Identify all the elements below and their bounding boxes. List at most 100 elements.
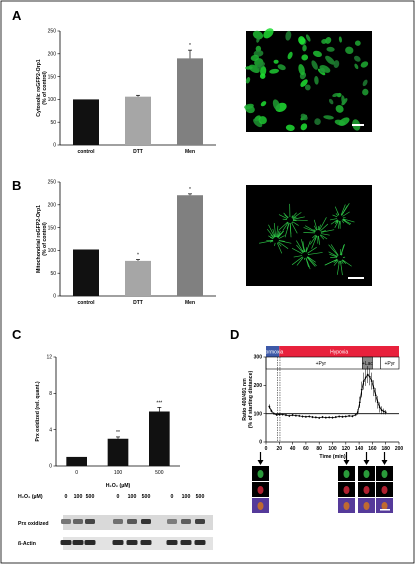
actin-band (166, 540, 178, 545)
mito-network (338, 260, 340, 264)
y-tick-label: 8 (49, 391, 52, 397)
x-tick-label: DTT (133, 149, 143, 155)
x-tick-label: 160 (368, 446, 377, 452)
y-tick-label: 250 (48, 180, 57, 186)
x-tick-label: 20 (277, 446, 283, 452)
mito-network (342, 218, 355, 223)
mito-network (276, 242, 283, 254)
y-tick-label: 250 (48, 29, 57, 35)
mito-network (340, 244, 345, 256)
concentration-label: 500 (196, 494, 205, 500)
cell-blob (354, 55, 361, 62)
data-point (374, 394, 377, 397)
cell-blob (341, 95, 346, 106)
cell-blob (333, 60, 340, 68)
y-axis-label: Cytosolic roGFP2-Orp1(% of control) (36, 59, 48, 116)
data-point (341, 415, 344, 418)
mito-network (278, 214, 288, 219)
scale-bar-d (380, 509, 390, 511)
normoxia-label: Normoxia (262, 350, 284, 356)
cell-blob (300, 113, 308, 121)
x-tick-label: 100 (114, 470, 123, 476)
mito-network (269, 240, 274, 243)
actin-band (140, 540, 152, 545)
mito-network (292, 221, 299, 226)
cell-blob (285, 30, 292, 41)
significance-marker: * (137, 253, 139, 259)
data-point (354, 413, 357, 416)
prx-band (73, 519, 83, 524)
mito-network (282, 218, 288, 220)
prx-band (61, 519, 71, 524)
mito-network (319, 223, 329, 232)
data-point (268, 405, 271, 408)
data-point (298, 415, 301, 417)
cell-blob (338, 36, 342, 43)
cell-blob (360, 61, 369, 68)
cell-blob (258, 116, 267, 125)
mito-network (332, 214, 338, 218)
mito-network (305, 257, 309, 268)
cell-blob (305, 34, 311, 42)
data-point (362, 380, 365, 382)
mito-network (319, 234, 325, 240)
prx-band (85, 519, 95, 524)
panel-label-b: B (12, 178, 21, 193)
actin-band (194, 540, 206, 545)
cell-blob (300, 79, 308, 87)
data-point (278, 413, 281, 416)
x-tick-label: 80 (316, 446, 322, 452)
mito-network (276, 230, 280, 238)
concentration-label: 0 (65, 494, 68, 500)
cell-merge (381, 502, 388, 510)
y-tick-label: 0 (53, 294, 56, 300)
cell-blob (263, 28, 274, 39)
mito-network (341, 253, 343, 256)
western-row-prx: Prx oxidized (18, 521, 49, 527)
cell-blob (285, 124, 295, 131)
y-axis-label: Ratio 400/491 nm(% of starting distance) (242, 371, 254, 429)
bar-100 (107, 438, 129, 466)
bar-500 (149, 411, 170, 466)
mito-network (268, 224, 275, 238)
mito-network (341, 260, 344, 264)
cell-blob (301, 54, 309, 61)
mito-network (277, 231, 284, 238)
panel-label-c: C (12, 327, 22, 342)
data-point (380, 409, 383, 412)
mito-network (320, 233, 330, 236)
cell-blob (272, 99, 281, 111)
mito-network (307, 246, 317, 254)
mito-network (334, 220, 339, 225)
mito-network (292, 216, 305, 220)
mito-network (274, 242, 276, 247)
lac-label: +Lac (362, 361, 373, 367)
y-tick-label: 100 (254, 411, 263, 417)
y-tick-label: 200 (254, 383, 263, 389)
pyr1-label: +Pyr (316, 361, 327, 367)
x-tick-label: DTT (133, 300, 143, 306)
mito-network (337, 211, 340, 216)
cell-blob (328, 98, 334, 105)
x-tick-label: 100 (328, 446, 337, 452)
cell-green (343, 470, 350, 478)
chart-b: 0 50 100 150 200 250 control * DTT * Men Mitochondr… (36, 180, 216, 306)
data-point (372, 387, 375, 390)
cell-green (381, 470, 388, 478)
mito-network (336, 260, 340, 275)
cell-red (381, 486, 388, 494)
data-point (364, 376, 367, 379)
mito-network (277, 242, 282, 247)
cell-blob (287, 51, 293, 60)
cell-blob (311, 60, 318, 70)
x-tick-label: control (78, 149, 96, 155)
bar-control (73, 99, 99, 145)
mito-network (283, 212, 289, 219)
western-blot: H₂O₂ (µM) 0 100 500 0 100 500 0 100 500 Prx oxid… (18, 494, 213, 550)
x-tick-label: 40 (290, 446, 296, 452)
x-tick-label: 0 (75, 470, 78, 476)
hypoxia-label: Hypoxia (330, 350, 348, 356)
actin-band (126, 540, 138, 545)
cell-merge (257, 502, 264, 510)
